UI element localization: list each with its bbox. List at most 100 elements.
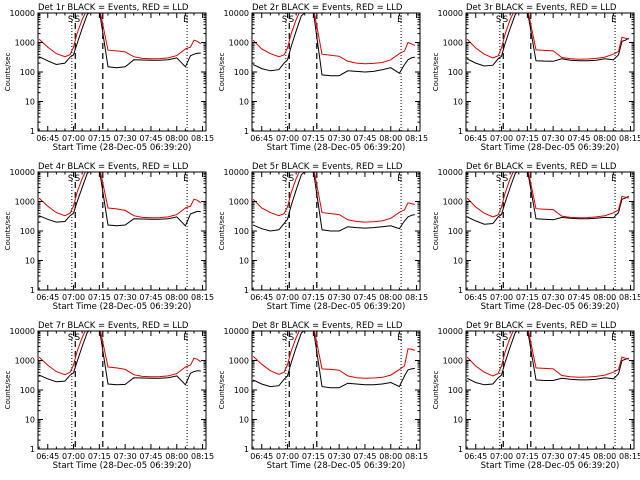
plot-frame <box>37 12 207 132</box>
y-tick-label: 10 <box>25 416 35 425</box>
x-tick-label: 08:00 <box>165 452 188 461</box>
x-tick-label: 06:45 <box>36 293 59 302</box>
x-tick-label: 06:45 <box>464 452 487 461</box>
x-tick-label: 07:45 <box>139 452 162 461</box>
plot-frame <box>465 330 635 450</box>
x-tick-label: 07:30 <box>114 293 137 302</box>
y-tick-label: 1 <box>458 286 463 295</box>
x-tick-label: 07:45 <box>567 134 590 143</box>
plot-frame <box>251 330 421 450</box>
series-group <box>38 331 202 386</box>
annotation-label: E <box>397 15 402 25</box>
y-tick-label: 1 <box>244 445 249 454</box>
detector-panel: Det 7r BLACK = Events, RED = LLD S S E 1 10 10… <box>4 321 214 471</box>
x-tick-label: 07:30 <box>114 134 137 143</box>
y-axis-label: Counts/sec <box>218 371 226 410</box>
annotation-label: S <box>68 15 73 25</box>
detector-panel: Det 1r BLACK = Events, RED = LLD S S E 1 10 10… <box>4 3 214 153</box>
series-group <box>466 331 629 386</box>
panel-title: Det 5r BLACK = Events, RED = LLD <box>252 162 403 172</box>
time-markers <box>499 172 616 290</box>
x-tick-label: 07:00 <box>62 452 85 461</box>
series-group <box>252 172 415 232</box>
x-tick-label: 07:00 <box>276 452 299 461</box>
x-tick-label: 07:30 <box>542 452 565 461</box>
y-tick-label: 1000 <box>15 357 35 366</box>
x-axis-label: Start Time (28-Dec-05 06:39:20) <box>53 461 192 471</box>
lld-series-line <box>466 13 629 60</box>
x-tick-label: 07:45 <box>139 293 162 302</box>
plot-frame <box>251 12 421 132</box>
x-axis-label: Start Time (28-Dec-05 06:39:20) <box>267 143 406 153</box>
lld-series-line <box>38 13 202 60</box>
y-tick-label: 1000 <box>229 357 249 366</box>
y-tick-label: 10000 <box>10 168 35 177</box>
x-tick-label: 08:15 <box>619 293 640 302</box>
panel-title: Det 9r BLACK = Events, RED = LLD <box>466 321 617 331</box>
y-axis-label: Counts/sec <box>4 53 12 92</box>
x-axis-label: Start Time (28-Dec-05 06:39:20) <box>481 461 620 471</box>
events-series-line <box>38 13 201 69</box>
plot-frame <box>37 330 207 450</box>
annotation-label: E <box>611 174 616 184</box>
y-tick-label: 100 <box>234 386 249 395</box>
annotation-label: S <box>282 174 287 184</box>
y-tick-label: 100 <box>448 68 463 77</box>
plot-frame <box>465 12 635 132</box>
annotation-label: S <box>496 15 501 25</box>
x-tick-label: 07:00 <box>62 293 85 302</box>
series-group <box>252 331 415 389</box>
y-axis-label: Counts/sec <box>4 371 12 410</box>
annotation-label: S <box>496 174 501 184</box>
y-tick-label: 10 <box>453 257 463 266</box>
x-axis-label: Start Time (28-Dec-05 06:39:20) <box>53 143 192 153</box>
x-tick-label: 08:00 <box>593 293 616 302</box>
x-tick-label: 08:15 <box>619 134 640 143</box>
x-tick-label: 07:00 <box>276 293 299 302</box>
x-tick-label: 07:45 <box>139 134 162 143</box>
lld-series-line <box>252 172 415 223</box>
panel-title: Det 2r BLACK = Events, RED = LLD <box>252 3 403 13</box>
lld-series-line <box>466 172 629 219</box>
y-axis-label: Counts/sec <box>432 371 440 410</box>
annotation-label: S <box>503 174 508 184</box>
x-tick-label: 06:45 <box>250 293 273 302</box>
x-tick-label: 07:15 <box>516 293 539 302</box>
x-tick-label: 07:45 <box>353 293 376 302</box>
events-series-line <box>252 331 415 389</box>
y-tick-label: 100 <box>234 227 249 236</box>
x-tick-label: 07:15 <box>88 134 111 143</box>
events-series-line <box>466 13 630 67</box>
y-tick-label: 10 <box>239 416 249 425</box>
y-tick-label: 10 <box>453 98 463 107</box>
y-tick-label: 10 <box>25 98 35 107</box>
events-series-line <box>252 172 415 232</box>
annotation-label: S <box>282 333 287 343</box>
y-tick-label: 10 <box>453 416 463 425</box>
y-tick-label: 1000 <box>443 198 463 207</box>
x-tick-label: 07:15 <box>302 293 325 302</box>
annotation-label: E <box>611 333 616 343</box>
y-tick-label: 10000 <box>10 327 35 336</box>
y-tick-label: 10000 <box>224 327 249 336</box>
x-tick-label: 07:30 <box>328 452 351 461</box>
x-axis-label: Start Time (28-Dec-05 06:39:20) <box>481 302 620 312</box>
x-tick-label: 07:45 <box>353 452 376 461</box>
y-axis-label: Counts/sec <box>432 212 440 251</box>
x-tick-label: 07:30 <box>114 452 137 461</box>
time-markers <box>499 331 616 449</box>
x-tick-label: 07:00 <box>490 452 513 461</box>
y-tick-label: 10000 <box>438 168 463 177</box>
x-tick-label: 08:00 <box>379 134 402 143</box>
time-markers <box>499 13 616 131</box>
annotation-label: S <box>289 174 294 184</box>
y-tick-label: 1 <box>30 127 35 136</box>
annotation-label: E <box>183 174 188 184</box>
annotation-label: S <box>282 15 287 25</box>
y-tick-label: 1000 <box>443 357 463 366</box>
x-tick-label: 06:45 <box>250 134 273 143</box>
x-tick-label: 06:45 <box>250 452 273 461</box>
x-tick-label: 07:45 <box>353 134 376 143</box>
lld-series-line <box>38 331 202 378</box>
lld-series-line <box>466 331 629 378</box>
